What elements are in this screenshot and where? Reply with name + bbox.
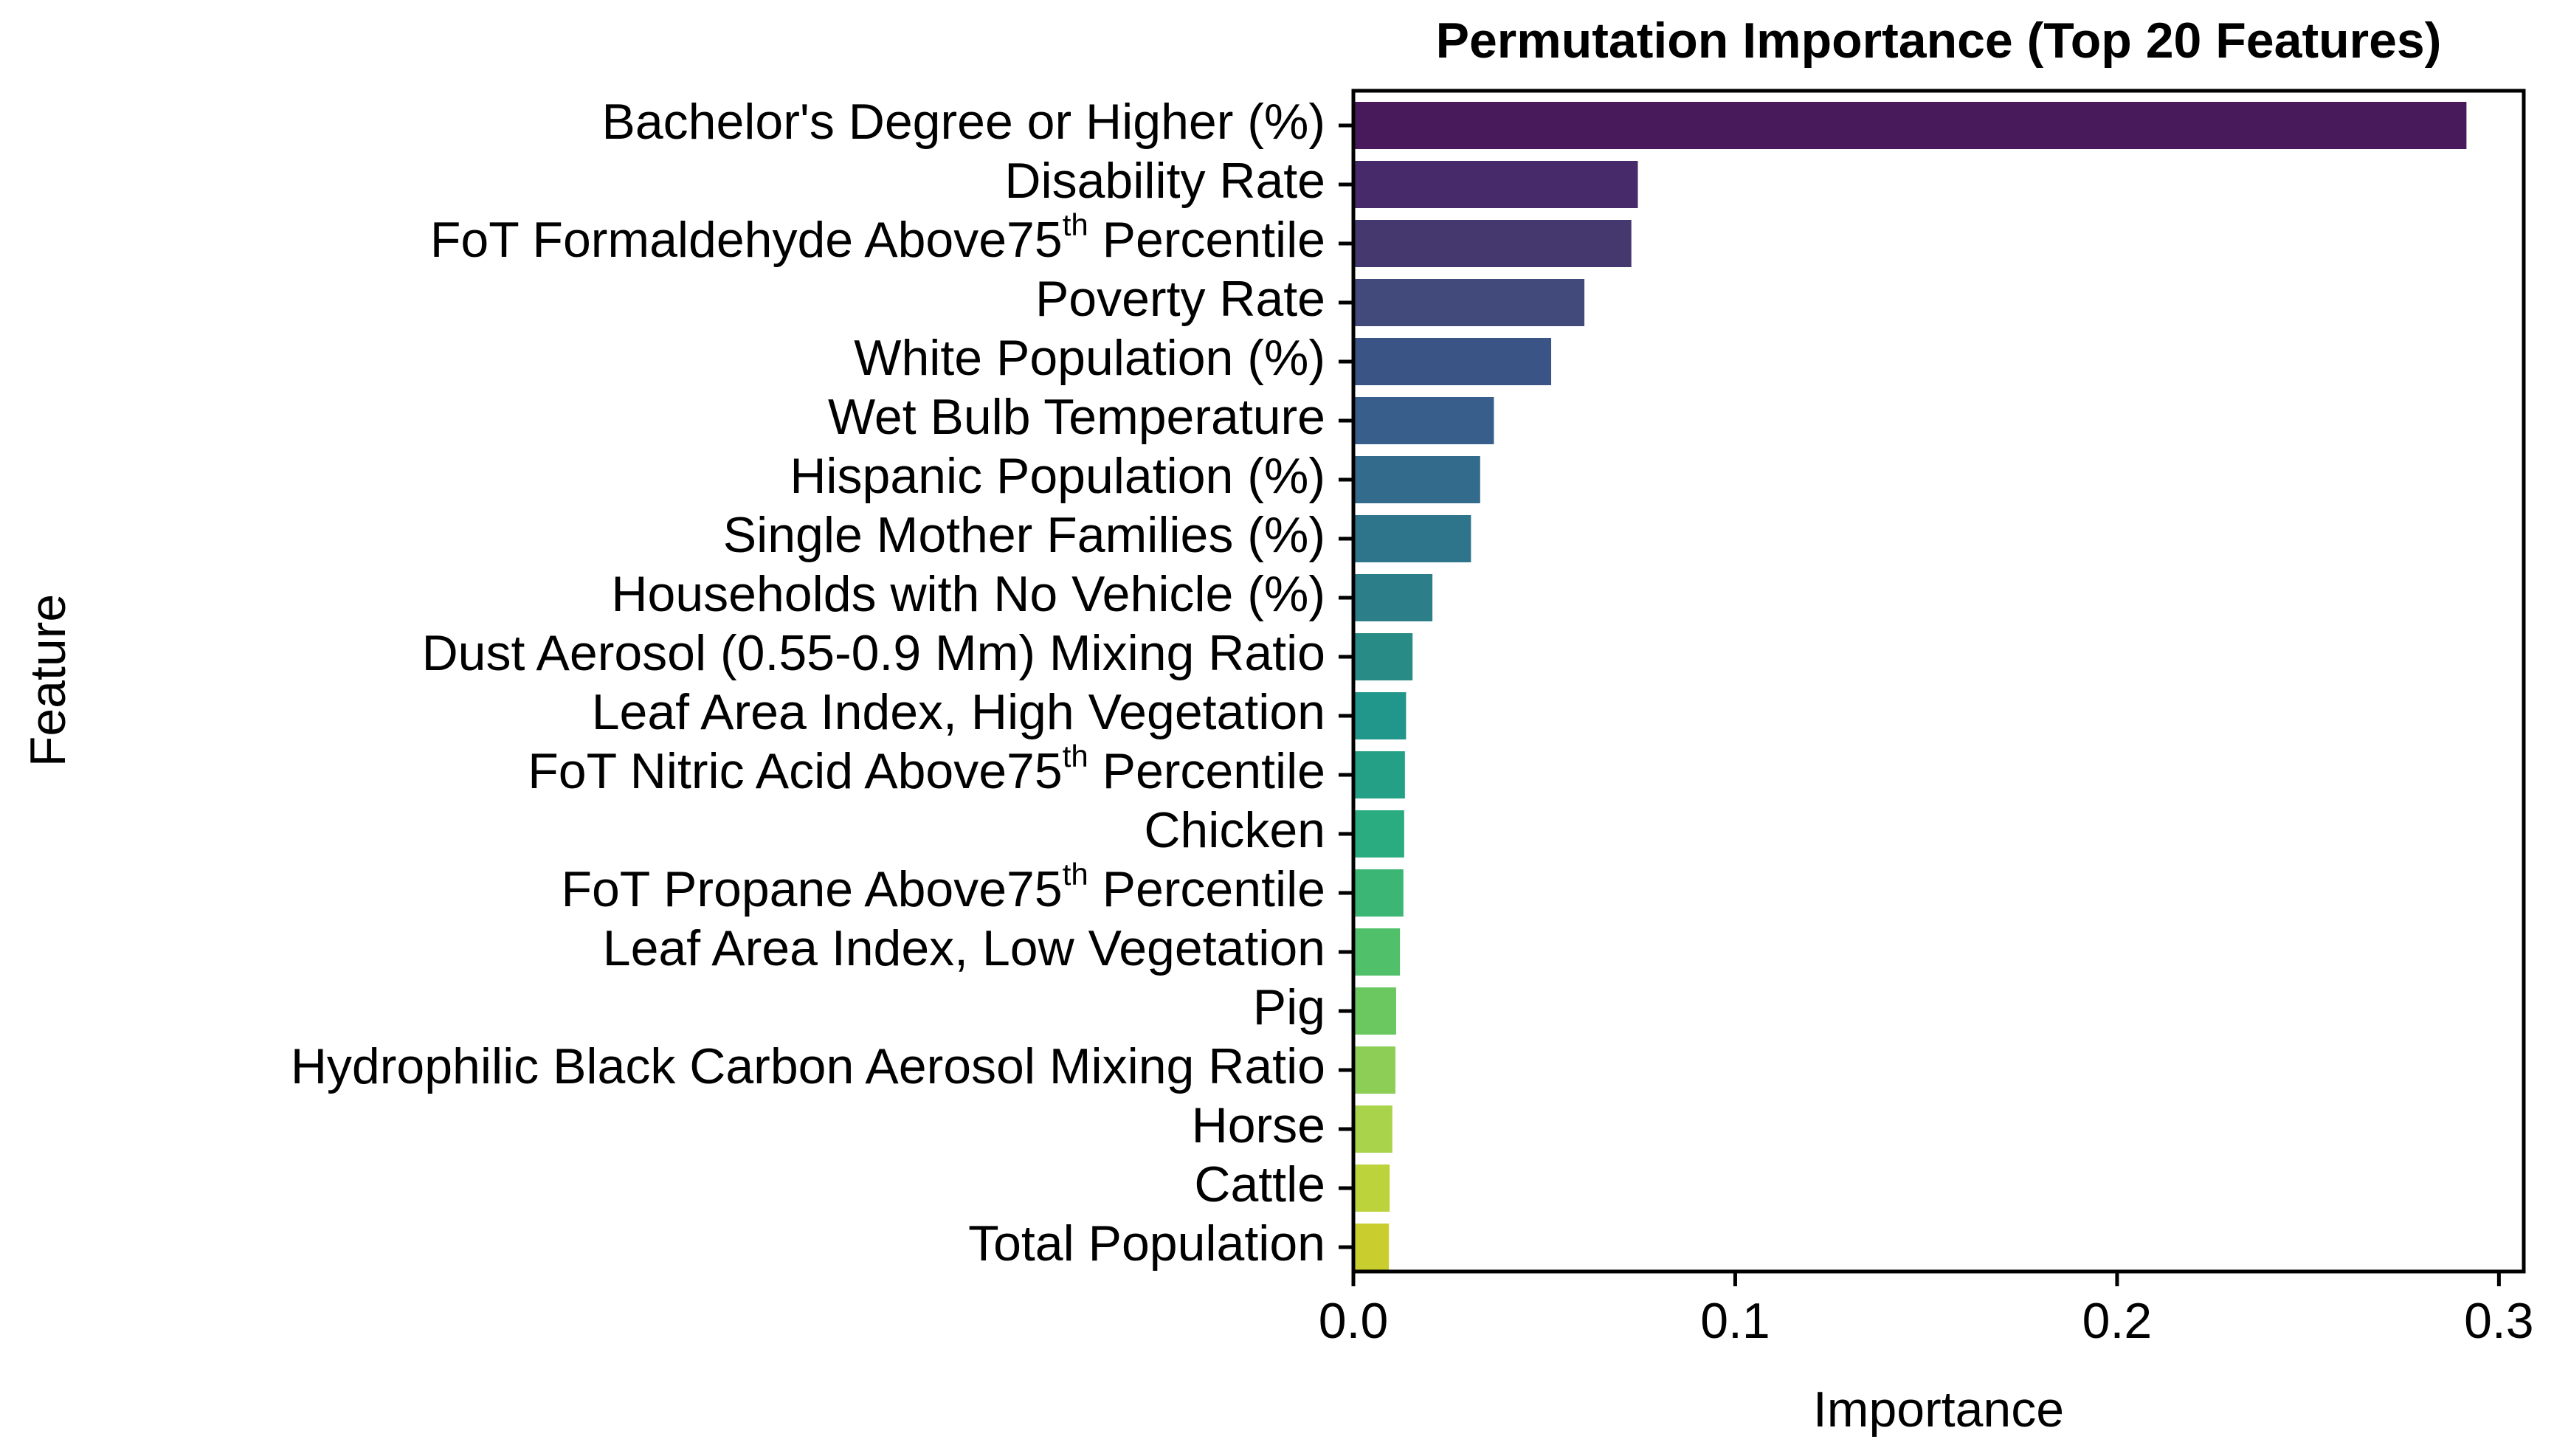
feature-label: Leaf Area Index, Low Vegetation xyxy=(603,920,1325,976)
feature-label: Disability Rate xyxy=(1004,153,1325,209)
bar xyxy=(1353,692,1407,739)
feature-label: FoT Propane Above75th Percentile xyxy=(561,857,1325,917)
feature-label: Dust Aerosol (0.55-0.9 Mm) Mixing Ratio xyxy=(422,625,1325,681)
feature-label: Total Population xyxy=(968,1215,1325,1272)
feature-label: Single Mother Families (%) xyxy=(723,507,1325,563)
bar xyxy=(1353,1046,1395,1094)
feature-labels: Bachelor's Degree or Higher (%)Disabilit… xyxy=(291,94,1353,1272)
bar xyxy=(1353,633,1413,680)
feature-label: FoT Formaldehyde Above75th Percentile xyxy=(430,207,1325,268)
bar xyxy=(1353,338,1552,385)
x-tick-label: 0.2 xyxy=(2082,1293,2153,1349)
feature-label: Pig xyxy=(1253,979,1325,1035)
x-tick-label: 0.1 xyxy=(1700,1293,1770,1349)
feature-label: Hispanic Population (%) xyxy=(790,448,1325,504)
bar xyxy=(1353,1105,1392,1153)
bar xyxy=(1353,161,1638,208)
feature-label: Leaf Area Index, High Vegetation xyxy=(592,684,1325,740)
bars-layer xyxy=(1353,102,2467,1271)
bar xyxy=(1353,279,1585,326)
feature-label: Bachelor's Degree or Higher (%) xyxy=(602,94,1326,150)
bar xyxy=(1353,456,1480,503)
bar xyxy=(1353,1165,1390,1212)
feature-label: White Population (%) xyxy=(854,330,1325,386)
feature-label: Poverty Rate xyxy=(1035,271,1325,327)
y-axis-label: Feature xyxy=(20,594,76,767)
feature-label: Households with No Vehicle (%) xyxy=(611,566,1325,622)
bar xyxy=(1353,220,1632,267)
bar xyxy=(1353,987,1396,1035)
feature-label: Horse xyxy=(1192,1097,1325,1153)
x-axis: 0.0 0.1 0.2 0.3 xyxy=(1319,1272,2534,1349)
feature-label: FoT Nitric Acid Above75th Percentile xyxy=(528,739,1325,799)
bar xyxy=(1353,574,1433,621)
bar xyxy=(1353,397,1494,444)
bar xyxy=(1353,928,1401,976)
bar xyxy=(1353,102,2467,149)
x-axis-label: Importance xyxy=(1813,1381,2064,1438)
bar xyxy=(1353,515,1471,562)
plot-frame xyxy=(1351,89,2526,1274)
bar xyxy=(1353,810,1404,858)
feature-label: Wet Bulb Temperature xyxy=(828,389,1325,445)
chart-title: Permutation Importance (Top 20 Features) xyxy=(1436,13,2442,69)
x-tick-label: 0.3 xyxy=(2464,1293,2534,1349)
feature-label: Chicken xyxy=(1144,802,1325,858)
feature-label: Hydrophilic Black Carbon Aerosol Mixing … xyxy=(291,1038,1325,1094)
bar xyxy=(1353,1224,1390,1271)
bar xyxy=(1353,751,1405,798)
x-tick-label: 0.0 xyxy=(1319,1293,1389,1349)
bar xyxy=(1353,869,1404,917)
feature-label: Cattle xyxy=(1194,1156,1325,1212)
